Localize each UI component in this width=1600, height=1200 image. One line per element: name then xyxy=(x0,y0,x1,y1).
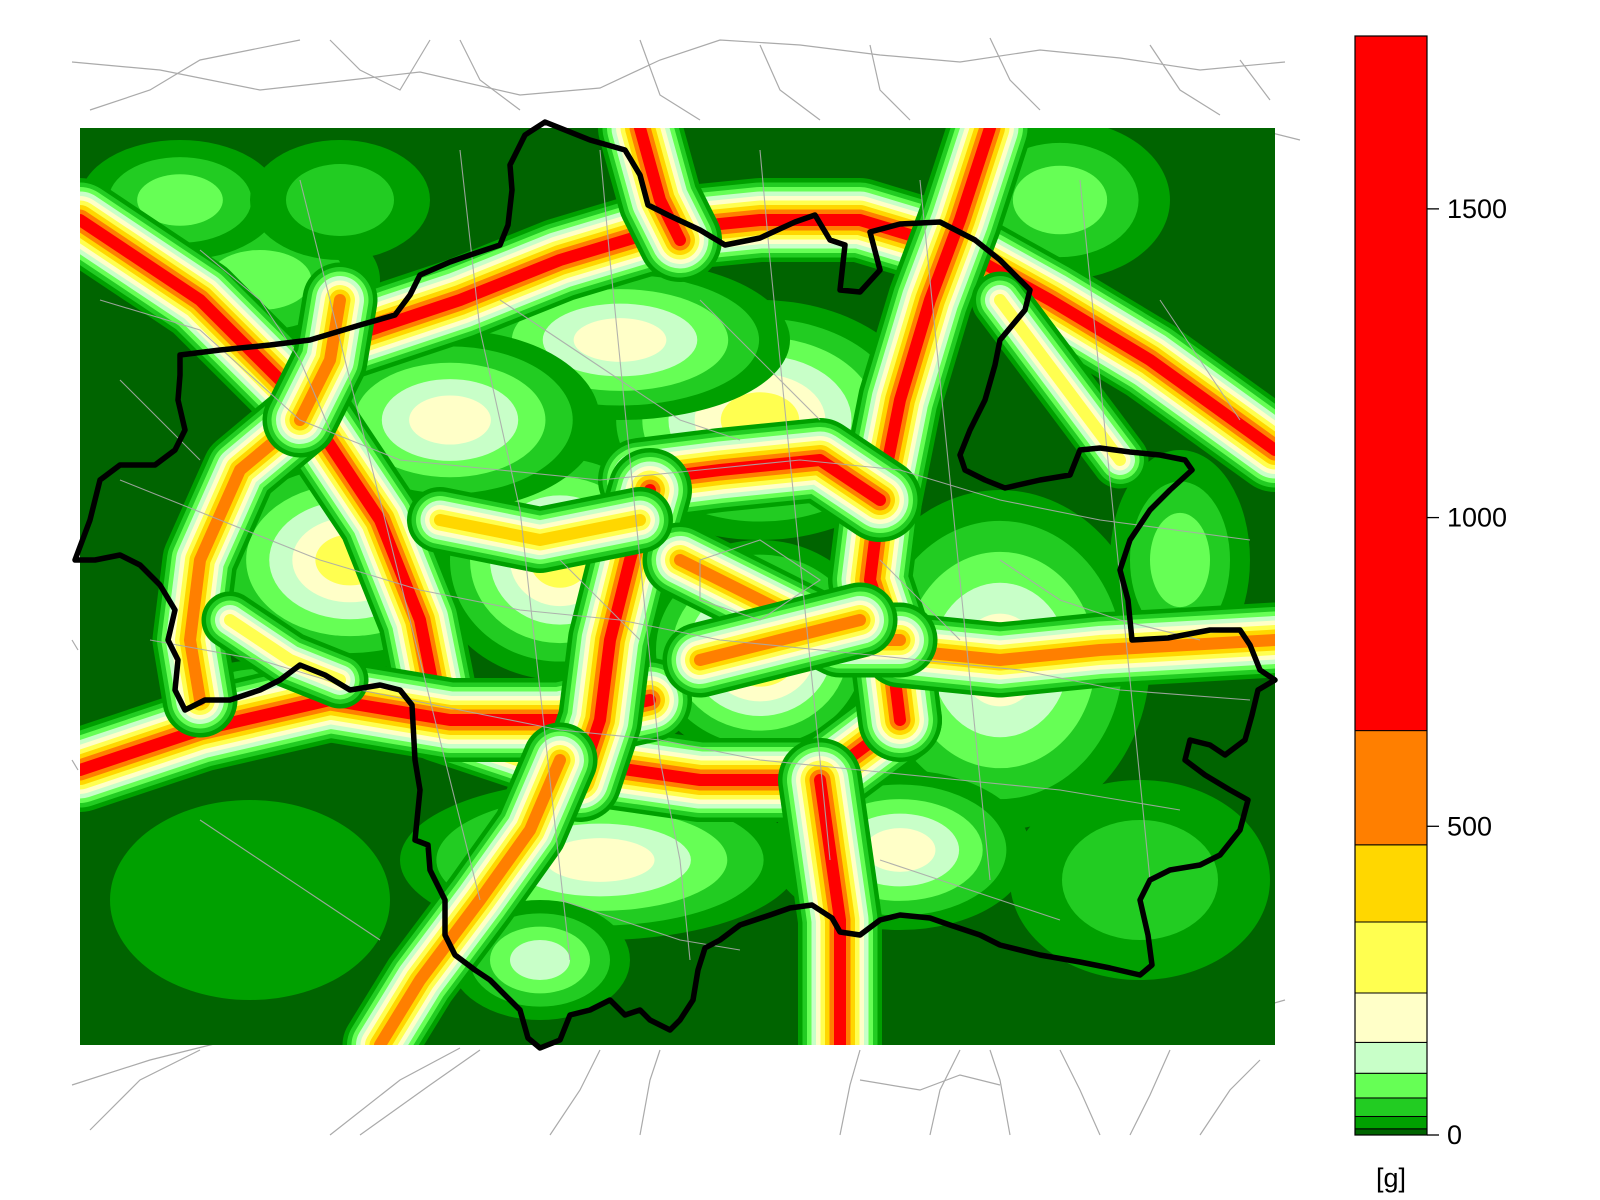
concentration-blob xyxy=(864,828,936,872)
legend-color-bin xyxy=(1354,844,1428,923)
concentration-blob xyxy=(545,838,655,882)
road-segment xyxy=(559,559,641,641)
road-segment xyxy=(759,149,831,861)
legend-tick-label: 0 xyxy=(1447,1120,1462,1150)
legend-color-bin xyxy=(1354,992,1428,1043)
road-emission-corridor xyxy=(694,614,866,666)
road-emission-corridor xyxy=(294,294,346,426)
road-emission-corridor xyxy=(994,294,1126,466)
road-segment xyxy=(699,299,821,421)
legend-tick-label: 1000 xyxy=(1447,503,1507,533)
road-segment xyxy=(879,859,1061,921)
legend-color-bin xyxy=(1354,1128,1428,1136)
road-segment xyxy=(699,539,821,621)
color-legend: 0 500 1000 1500 [g] xyxy=(1354,35,1507,1193)
concentration-blob xyxy=(286,164,394,236)
road-segment xyxy=(1079,179,1151,881)
legend-color-bin xyxy=(1354,35,1428,732)
road-segment xyxy=(459,149,571,961)
legend-unit-label: [g] xyxy=(1376,1163,1406,1193)
concentration-blob xyxy=(137,174,223,226)
road-segment xyxy=(299,179,481,901)
inner-road-network xyxy=(99,149,1251,961)
road-segment xyxy=(1159,299,1241,421)
road-segment xyxy=(119,479,1251,701)
road-segment xyxy=(199,249,331,431)
road-emission-corridor xyxy=(80,214,906,786)
concentration-raster xyxy=(80,128,1275,1045)
road-emission-corridor xyxy=(634,128,686,246)
outer-road-network xyxy=(71,37,1301,1136)
legend-tick-label: 500 xyxy=(1447,811,1492,841)
road-segment xyxy=(999,559,1201,641)
legend-color-bin xyxy=(1354,1041,1428,1074)
road-emission-corridor xyxy=(434,514,646,546)
legend-color-bin xyxy=(1354,1115,1428,1130)
road-segment xyxy=(499,299,741,441)
road-segment xyxy=(919,179,991,881)
concentration-blob xyxy=(1062,820,1218,940)
legend-color-bin xyxy=(1354,1072,1428,1099)
road-emission-corridor xyxy=(894,634,1275,666)
legend-frame xyxy=(1354,35,1428,1136)
road-segment xyxy=(199,819,381,941)
legend-tick-label: 1500 xyxy=(1447,194,1507,224)
road-segment xyxy=(99,299,1251,541)
concentration-blob xyxy=(110,800,390,1000)
road-emission-corridor xyxy=(184,414,306,706)
road-segment xyxy=(599,149,691,961)
legend-color-bin xyxy=(1354,921,1428,994)
concentration-blob xyxy=(573,318,667,362)
road-emission-corridor xyxy=(334,214,1275,456)
city-boundary xyxy=(72,119,1278,1051)
concentration-blob xyxy=(510,940,570,980)
concentration-blob xyxy=(1150,512,1210,608)
concentration-blob xyxy=(409,395,491,445)
road-segment xyxy=(149,639,1181,811)
legend-color-bin xyxy=(1354,1097,1428,1117)
road-segment xyxy=(119,379,201,461)
concentration-blob xyxy=(1012,165,1108,235)
road-segment xyxy=(879,559,961,641)
legend-color-bin xyxy=(1354,730,1428,846)
